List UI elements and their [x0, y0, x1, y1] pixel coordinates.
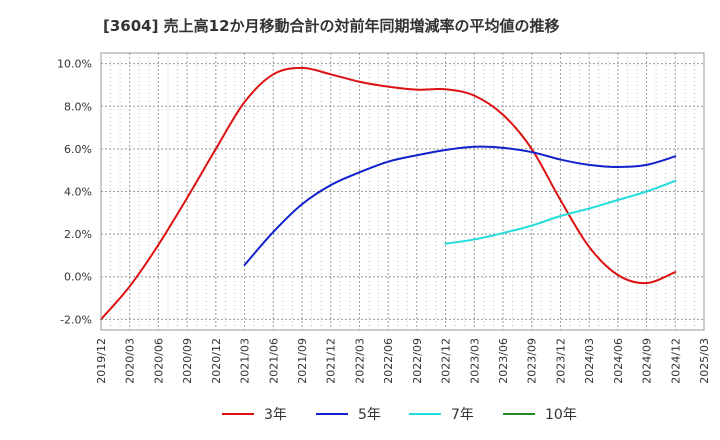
x-tick-label: 2021/12	[325, 338, 338, 384]
chart-title: [3604] 売上高12か月移動合計の対前年同期増減率の平均値の推移	[103, 17, 560, 35]
y-tick-label: 10.0%	[57, 58, 92, 71]
series-line-0	[100, 66, 677, 321]
x-tick-label: 2020/09	[181, 338, 194, 384]
x-tick-label: 2024/12	[669, 338, 682, 384]
x-tick-label: 2024/03	[583, 338, 596, 384]
grid	[100, 53, 705, 330]
x-tick-label: 2021/06	[267, 338, 280, 384]
legend: 3年 5年 7年 10年	[222, 407, 577, 423]
y-tick-label: 4.0%	[64, 186, 92, 199]
plot-frame	[100, 52, 705, 331]
y-axis-ticks: -2.0% 0.0% 2.0% 4.0% 6.0% 8.0% 10.0%	[57, 58, 92, 327]
x-tick-label: 2024/09	[641, 338, 654, 384]
x-tick-label: 2019/12	[95, 338, 108, 384]
y-tick-label: 6.0%	[64, 143, 92, 156]
legend-label-0: 3年	[264, 407, 287, 423]
x-tick-label: 2022/03	[353, 338, 366, 384]
x-tick-label: 2020/12	[210, 338, 223, 384]
series-line-2	[444, 179, 677, 245]
x-axis-ticks: 2019/12 2020/03 2020/06 2020/09 2020/12 2021/…	[95, 338, 711, 384]
series-lines	[100, 66, 677, 321]
y-tick-label: 8.0%	[64, 100, 92, 113]
y-tick-label: -2.0%	[60, 313, 92, 326]
x-tick-label: 2025/03	[698, 338, 711, 384]
x-tick-label: 2023/03	[468, 338, 481, 384]
x-tick-label: 2023/12	[554, 338, 567, 384]
x-tick-label: 2023/09	[526, 338, 539, 384]
series-line-1	[243, 145, 677, 267]
x-tick-label: 2021/09	[296, 338, 309, 384]
x-tick-label: 2020/06	[152, 338, 165, 384]
x-tick-label: 2022/12	[440, 338, 453, 384]
x-tick-label: 2023/06	[497, 338, 510, 384]
legend-label-1: 5年	[358, 407, 381, 423]
x-tick-label: 2024/06	[612, 338, 625, 384]
legend-label-2: 7年	[451, 407, 474, 423]
x-tick-label: 2020/03	[124, 338, 137, 384]
x-tick-label: 2021/03	[239, 338, 252, 384]
y-tick-label: 2.0%	[64, 228, 92, 241]
y-tick-label: 0.0%	[64, 271, 92, 284]
x-tick-label: 2022/06	[382, 338, 395, 384]
x-tick-label: 2022/09	[411, 338, 424, 384]
legend-label-3: 10年	[545, 407, 577, 423]
